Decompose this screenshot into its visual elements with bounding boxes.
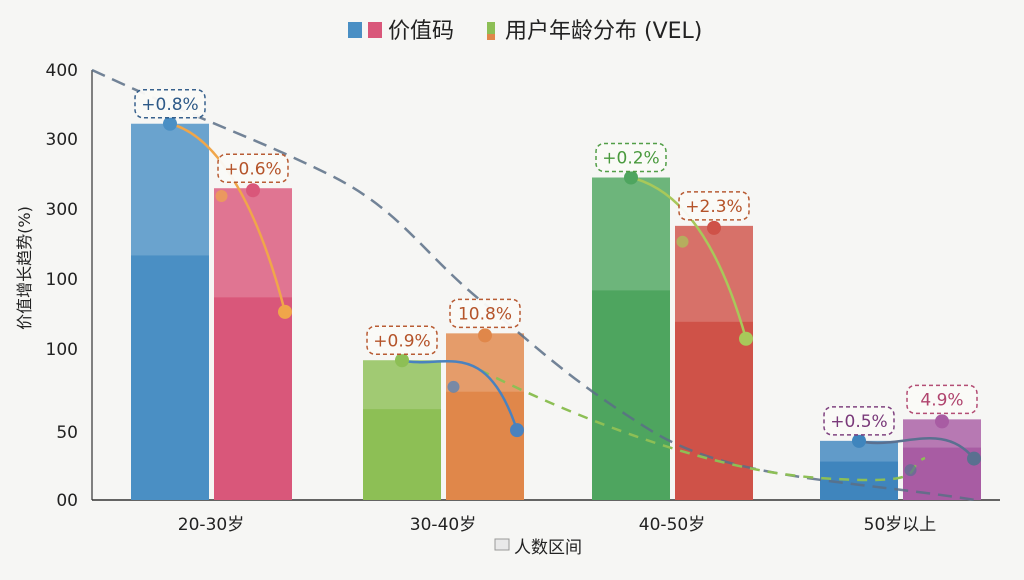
annotation-box [366,325,438,355]
x-axis-label-icon [494,538,510,551]
y-tick-label: 100 [46,270,78,290]
y-tick-label: 300 [46,200,78,220]
annotation-label: +0.6% [224,159,281,179]
legend-swatch-orange [487,34,495,40]
bar [675,225,753,500]
trend-point [278,304,292,319]
annotation-box [217,153,289,183]
annotation-label: +0.8% [141,95,198,115]
annotation-label: 10.8% [458,304,512,324]
trend-point [215,190,228,202]
title-suffix: 用户年龄分布 (VEL) [505,19,702,44]
bar [592,177,670,500]
annotation-box [823,406,895,436]
bar-highlight [131,123,209,256]
annotation-box [449,298,521,329]
y-ticks: 00 50 100 100 300 300 400 [46,61,78,511]
annotation-label: +0.5% [830,412,887,432]
trend-point [852,433,866,448]
legend-swatch-pink [368,22,382,38]
annotation-box [906,384,978,415]
bar [363,360,441,500]
title-text: 价值码 [388,19,454,44]
bar-highlight [592,177,670,291]
annotations: +0.8% +0.6% +0.9% 10.8% +0.2% +2.3% +0.5% 4.9% [134,89,978,436]
legend-swatch-blue [348,22,362,38]
bar [820,440,898,500]
bar-highlight [214,188,292,298]
trend-line [401,359,519,431]
y-tick-label: 400 [46,61,78,81]
bar-highlight [363,360,441,410]
x-axis-label-group: 人数区间 [494,538,582,558]
trend-line-main [91,68,976,502]
trend-point [510,423,524,438]
trend-point [478,328,492,343]
annotation-label: 4.9% [920,390,963,410]
x-tick-label: 40-50岁 [639,515,705,535]
trend-point [624,170,638,185]
y-tick-label: 00 [56,491,78,511]
annotation-box [595,142,667,173]
bar [131,123,209,500]
x-axis-label: 人数区间 [514,538,582,558]
y-axis-label: 价值增长趋势(%) [15,206,34,330]
chart-title: 价值码 用户年龄分布 (VEL) [348,19,702,44]
trend-point [707,220,721,235]
y-tick-label: 300 [46,130,78,150]
annotation-label: +0.2% [602,149,659,169]
bar [214,188,292,500]
trend-point [935,414,949,429]
annotation-box [678,191,750,221]
bars [131,123,981,500]
x-tick-label: 30-40岁 [410,515,476,535]
trend-point [395,353,409,368]
trend-point [246,183,260,198]
y-tick-label: 50 [56,423,78,443]
trend-point [739,331,753,346]
trend-point [904,464,917,477]
x-tick-label: 50岁以上 [864,515,937,535]
x-ticks: 20-30岁 30-40岁 40-50岁 50岁以上 [178,515,937,535]
trend-point [967,451,981,466]
legend-swatch-green [487,22,495,34]
annotation-label: +0.9% [373,331,430,351]
trend-point [676,235,689,248]
x-tick-label: 20-30岁 [178,515,244,535]
trend-point [163,116,177,131]
annotation-box [134,89,206,119]
trend-line [858,437,975,460]
trend-point [447,380,460,393]
bar-highlight [820,440,898,462]
y-tick-label: 100 [46,340,78,360]
annotation-label: +2.3% [685,197,742,217]
